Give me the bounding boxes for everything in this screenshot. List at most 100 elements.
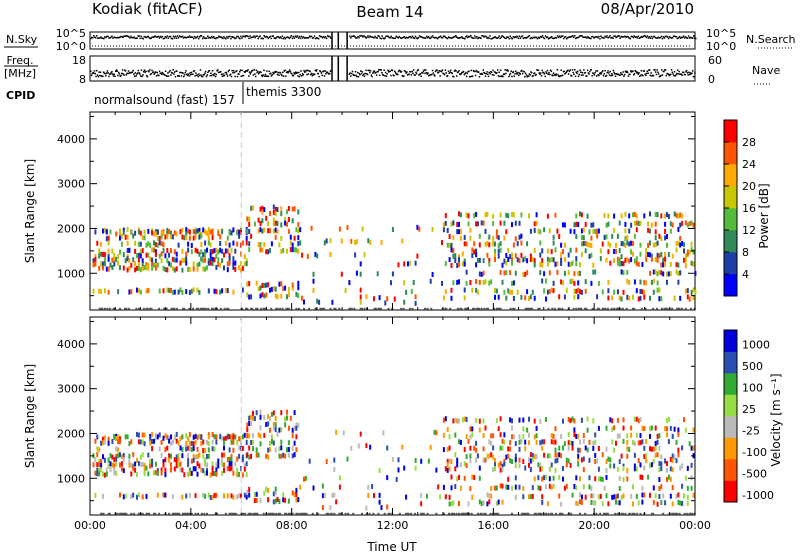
range-cell <box>145 493 148 499</box>
range-cell <box>579 492 581 498</box>
range-cell <box>211 495 214 500</box>
noise-sample <box>276 36 278 38</box>
noise-sample <box>513 36 515 39</box>
range-cell <box>543 271 546 277</box>
nsearch-tick-bottom: 10^0 <box>706 40 736 53</box>
range-cell <box>475 287 478 293</box>
noise-sample <box>419 35 422 38</box>
colorbar-tick-label: -25 <box>742 424 760 437</box>
range-cell <box>192 261 195 267</box>
range-cell <box>359 287 362 293</box>
range-cell <box>469 235 472 241</box>
range-cell <box>261 209 264 215</box>
noise-sample <box>676 37 679 40</box>
noise-sample <box>416 37 419 40</box>
range-cell <box>139 267 142 273</box>
nsearch-sample <box>605 45 606 47</box>
range-cell <box>267 447 270 453</box>
range-cell <box>158 307 161 310</box>
noise-sample <box>410 37 413 39</box>
range-cell <box>422 512 425 515</box>
range-cell <box>596 307 599 310</box>
range-cell <box>321 505 324 511</box>
range-cell <box>435 430 438 436</box>
freq-sample <box>416 69 419 72</box>
range-cell <box>679 500 682 506</box>
range-cell <box>473 213 476 218</box>
freq-sample <box>524 76 526 78</box>
noise-sample <box>664 35 667 38</box>
freq-sample <box>694 72 696 74</box>
freq-sample <box>351 70 354 73</box>
range-cell <box>684 427 687 433</box>
range-cell <box>658 461 661 467</box>
range-cell <box>624 242 627 248</box>
freq-sample <box>566 70 568 72</box>
range-cell <box>528 416 530 422</box>
range-cell <box>280 427 283 433</box>
noise-sample <box>214 37 216 39</box>
noise-sample <box>658 37 661 39</box>
range-cell <box>452 280 455 286</box>
range-cell <box>338 307 341 310</box>
range-cell <box>181 234 184 240</box>
nsearch-sample <box>488 45 489 47</box>
noise-sample <box>160 36 163 39</box>
range-cell <box>664 213 667 219</box>
range-cell <box>228 230 231 236</box>
range-cell <box>188 446 191 452</box>
range-cell <box>611 233 614 239</box>
noise-sample <box>293 37 296 39</box>
range-cell <box>198 463 201 469</box>
range-cell <box>261 228 264 234</box>
range-cell <box>329 238 332 244</box>
freq-sample <box>195 72 197 74</box>
freq-sample <box>99 74 101 77</box>
freq-sample <box>181 72 183 74</box>
range-cell <box>241 454 244 460</box>
noise-sample <box>112 37 114 39</box>
range-cell <box>561 512 564 515</box>
freq-sample <box>324 70 326 72</box>
freq-sample <box>571 75 573 77</box>
range-cell <box>125 512 128 515</box>
range-cell <box>543 475 546 481</box>
noise-sample <box>251 36 253 38</box>
freq-sample <box>374 72 376 74</box>
range-cell <box>468 512 471 515</box>
freq-sample <box>96 74 99 76</box>
freq-sample <box>435 69 438 71</box>
noise-sample <box>371 36 373 38</box>
freq-sample <box>201 75 204 78</box>
range-cell <box>505 295 508 301</box>
range-cell <box>331 299 334 305</box>
freq-sample <box>521 69 523 72</box>
range-cell <box>267 228 270 234</box>
range-cell <box>656 287 659 293</box>
range-cell <box>236 494 239 500</box>
range-cell <box>286 221 288 227</box>
freq-sample <box>226 73 228 75</box>
range-cell <box>495 485 498 491</box>
freq-sample <box>150 72 152 75</box>
range-cell <box>238 233 241 239</box>
noise-sample <box>385 35 387 37</box>
range-cell <box>624 228 627 234</box>
range-cell <box>601 477 604 482</box>
range-cell <box>582 235 585 241</box>
range-cell <box>132 492 135 498</box>
freq-sample <box>191 73 193 76</box>
freq-sample <box>657 73 660 75</box>
range-cell <box>333 466 336 472</box>
range-cell <box>173 512 176 515</box>
noise-sample <box>255 35 257 37</box>
range-cell <box>136 457 138 463</box>
range-cell <box>194 247 197 253</box>
freq-sample <box>530 71 532 73</box>
range-cell <box>488 234 491 240</box>
range-cell <box>512 212 515 218</box>
freq-sample <box>656 69 658 71</box>
range-cell <box>154 258 157 264</box>
range-cell <box>552 439 555 445</box>
range-cell <box>107 235 110 241</box>
